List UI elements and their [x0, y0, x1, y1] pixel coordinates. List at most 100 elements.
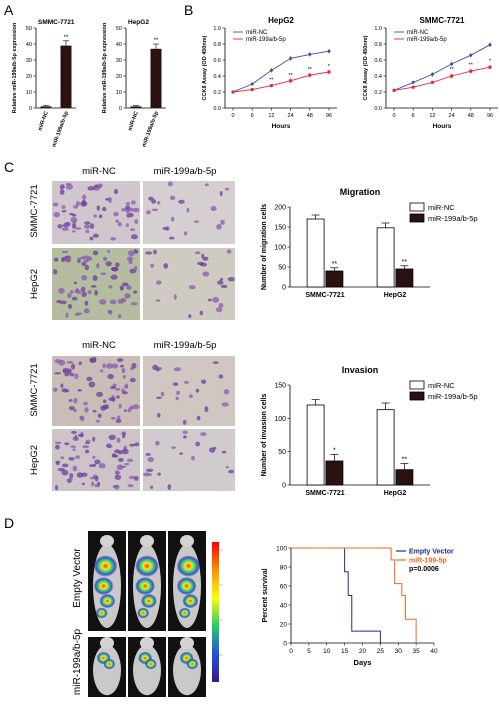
stained-cell [127, 207, 135, 212]
stained-cell [67, 292, 72, 299]
stained-cell [121, 431, 127, 436]
luminescence-spot [135, 577, 156, 595]
micro-col-199-top: miR-199a/b-5p [154, 166, 217, 177]
stained-cell [143, 472, 151, 477]
stained-cell [65, 183, 74, 190]
data-point [430, 80, 434, 84]
stained-cell [74, 373, 79, 380]
luminescence-spot [186, 658, 199, 670]
stained-cell [74, 455, 81, 459]
mouse-head [140, 637, 154, 649]
bar [395, 268, 414, 288]
stained-cell [123, 462, 130, 466]
stained-cell [108, 285, 113, 289]
stained-cell [102, 363, 106, 369]
luminescence-spot [176, 555, 201, 577]
y-tick-label: 40 [26, 42, 32, 48]
stained-cell [183, 435, 187, 439]
stained-cell [133, 290, 138, 294]
stained-cell-micrograph-icon [143, 181, 235, 244]
stained-cell [100, 369, 104, 373]
stained-cell [184, 380, 189, 384]
stained-cell [196, 415, 201, 421]
stained-cell [195, 388, 200, 393]
stained-cell [73, 397, 78, 404]
bar [376, 409, 395, 486]
x-tick-label: 96 [487, 113, 493, 119]
stained-cell [219, 277, 224, 281]
stained-cell [133, 476, 139, 481]
stained-cell [52, 269, 58, 275]
stained-cell [175, 390, 181, 395]
stained-cell [77, 433, 84, 437]
y-tick-label: 0.8 [374, 42, 382, 48]
stained-cell [101, 206, 107, 212]
luminescence-color-scale-icon [212, 542, 223, 682]
stained-cell [178, 199, 185, 204]
x-tick-label: 48 [307, 113, 313, 119]
stained-cell [92, 436, 96, 442]
significance-mark: ** [402, 259, 408, 266]
significance-mark: ** [269, 78, 274, 84]
stained-cell-micrograph-icon [143, 429, 235, 491]
stained-cell [59, 186, 64, 190]
bar [306, 404, 325, 486]
stained-cell [145, 452, 151, 456]
x-tick-label: SMMC-7721 [305, 292, 344, 299]
stained-cell [54, 372, 62, 375]
legend-label: miR-NC [428, 381, 455, 390]
stained-cell [64, 257, 72, 263]
x-tick-label: 6 [412, 113, 415, 119]
stained-cell [212, 446, 217, 450]
stained-cell [145, 251, 153, 255]
stained-cell [67, 303, 73, 309]
stained-cell [81, 482, 85, 486]
stained-cell [71, 230, 76, 233]
stained-cell-micrograph-icon [52, 356, 140, 426]
y-tick-label: 20 [116, 74, 122, 80]
stained-cell [227, 276, 235, 282]
stained-cell [105, 261, 112, 267]
stained-cell [93, 214, 97, 218]
stained-cell [131, 362, 137, 369]
luminescence-spot [137, 607, 150, 619]
stained-cell [79, 415, 85, 422]
y-tick-label: 10 [26, 90, 32, 96]
stained-cell [171, 216, 175, 222]
stained-cell [80, 286, 86, 293]
stained-cell [68, 406, 75, 411]
stained-cell [191, 455, 195, 461]
y-tick-label: 50 [26, 26, 32, 32]
stained-cell [85, 439, 91, 443]
stained-cell [92, 250, 99, 256]
y-tick-label: 150 [274, 382, 286, 389]
stained-cell [218, 302, 224, 308]
stained-cell [215, 307, 223, 313]
stained-cell [100, 272, 107, 276]
luminescence-spot [99, 593, 116, 609]
stained-cell [96, 205, 101, 211]
stained-cell [125, 201, 130, 206]
y-axis-label: Number of migration cells [261, 204, 268, 290]
chart-title: HepG2 [268, 16, 294, 25]
x-tick-label: HepG2 [384, 490, 407, 497]
stained-cell-micrograph-icon [52, 429, 140, 491]
chart-d: 0 20 40 60 80 100 Percent survival 0 5 10 15 20 25 30… [262, 545, 454, 667]
stained-cell [92, 275, 98, 281]
legend-label: miR-199-5p [409, 558, 447, 565]
stained-cell [134, 219, 139, 224]
stained-cell [69, 472, 74, 479]
x-tick-label: 10 [323, 648, 331, 655]
y-tick-label: 0.8 [213, 42, 221, 48]
panel-letter-d: D [4, 515, 14, 531]
stained-cell [119, 285, 124, 291]
x-tick-label: 35 [413, 648, 421, 655]
stained-cell [156, 396, 162, 399]
mouse-bioluminescence-image-icon [168, 637, 206, 697]
y-tick-label: 30 [26, 58, 32, 64]
stained-cell [122, 434, 126, 439]
luminescence-spot [176, 577, 197, 595]
luminescence-spot [103, 658, 116, 670]
stained-cell [82, 194, 87, 200]
y-tick-label: 40 [280, 602, 288, 609]
